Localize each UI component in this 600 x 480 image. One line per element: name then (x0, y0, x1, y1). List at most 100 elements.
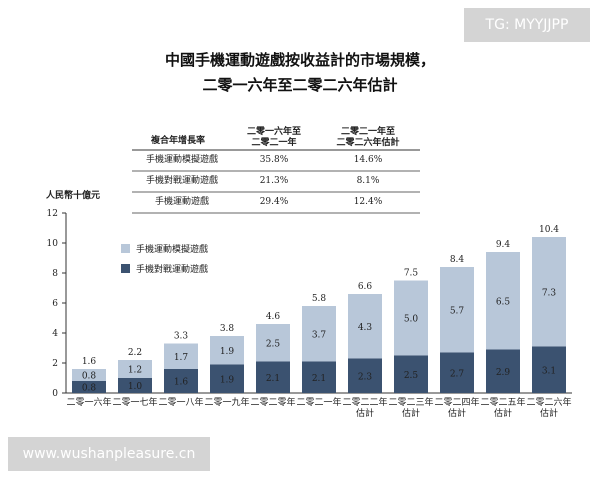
bar-value-label: 5.7 (450, 306, 465, 316)
table-header-col2-line1: 二零二一年至 (341, 125, 395, 137)
bar-total-label: 3.3 (174, 332, 189, 342)
table-row-label: 手機運動遊戲 (155, 195, 209, 207)
bar-segment (164, 343, 198, 369)
y-tick-label: 2 (52, 359, 58, 369)
bar-total-label: 10.4 (539, 225, 559, 235)
x-tick-label: 二零二一年 (296, 396, 341, 408)
x-tick-label: 二零二零年 (250, 396, 295, 408)
bar-segment (256, 361, 290, 393)
bar-total-label: 7.5 (404, 269, 419, 279)
bar-segment (440, 267, 474, 353)
bar-segment (118, 360, 152, 378)
bar-value-label: 1.9 (220, 347, 235, 357)
y-tick-label: 10 (47, 239, 59, 249)
bar-segment (394, 280, 428, 356)
bar-value-label: 1.2 (128, 366, 142, 376)
table-header-label: 複合年增長率 (150, 134, 205, 146)
bar-value-label: 2.9 (496, 368, 511, 378)
bar-segment (348, 294, 382, 359)
bar-value-label: 0.8 (82, 372, 97, 382)
table-row-value-col2: 14.6% (354, 155, 383, 165)
chart-title-line1: 中國手機運動遊戲按收益計的市場規模， (164, 51, 435, 69)
bar-value-label: 2.7 (450, 369, 465, 379)
bar-total-label: 9.4 (496, 240, 511, 250)
bar-segment (72, 369, 106, 381)
table-row-value-col1: 35.8% (260, 155, 289, 165)
bar-segment (302, 306, 336, 362)
bar-segment (164, 369, 198, 393)
y-tick-label: 0 (52, 389, 58, 399)
bar-total-label: 3.8 (220, 324, 235, 334)
watermark-url: www.wushanpleasure.cn (8, 437, 210, 471)
table-row-value-col1: 29.4% (260, 197, 289, 207)
bar-segment (348, 358, 382, 393)
bar-segment (210, 336, 244, 365)
table-row-label: 手機運動模擬遊戲 (146, 153, 218, 165)
bar-segment (486, 349, 520, 393)
table-row-value-col2: 12.4% (354, 197, 383, 207)
x-tick-label: 估計 (448, 407, 466, 419)
legend-label: 手機對戰運動遊戲 (136, 263, 208, 275)
x-tick-label: 二零二六年 (526, 396, 571, 408)
y-tick-label: 4 (52, 329, 58, 339)
bar-total-label: 4.6 (266, 312, 281, 322)
bar-value-label: 1.9 (220, 375, 235, 385)
table-header-col1-line2: 二零二一年 (251, 136, 296, 148)
bar-total-label: 2.2 (128, 348, 142, 358)
chart-title-line2: 二零一六年至二零二六年估計 (202, 76, 398, 94)
legend-swatch (121, 264, 130, 273)
bar-total-label: 1.6 (82, 357, 97, 367)
bar-value-label: 4.3 (358, 323, 373, 333)
table-row-label: 手機對戰運動遊戲 (146, 174, 218, 186)
bar-value-label: 2.5 (266, 339, 281, 349)
watermark-tag: TG: MYYJJPP (464, 8, 590, 42)
bar-value-label: 1.6 (174, 378, 189, 388)
bar-segment (486, 252, 520, 350)
x-tick-label: 估計 (494, 407, 512, 419)
bar-segment (532, 237, 566, 347)
bar-segment (256, 324, 290, 362)
y-axis-label: 人民幣十億元 (45, 189, 100, 201)
bar-value-label: 7.3 (542, 288, 557, 298)
bar-value-label: 3.1 (542, 366, 556, 376)
bar-segment (532, 346, 566, 393)
x-tick-label: 二零一七年 (112, 396, 157, 408)
bar-value-label: 2.1 (266, 374, 280, 384)
y-tick-label: 6 (52, 299, 58, 309)
bar-segment (72, 381, 106, 393)
bar-value-label: 5.0 (404, 315, 419, 325)
table-row-value-col1: 21.3% (260, 176, 289, 186)
y-tick-label: 8 (52, 269, 58, 279)
x-tick-label: 估計 (540, 407, 558, 419)
legend-label: 手機運動模擬遊戲 (136, 243, 208, 255)
table-row-value-col2: 8.1% (357, 176, 380, 186)
bar-segment (210, 364, 244, 393)
bar-segment (118, 378, 152, 393)
legend-swatch (121, 244, 130, 253)
bar-value-label: 2.5 (404, 371, 419, 381)
x-tick-label: 二零二五年 (480, 396, 525, 408)
bar-value-label: 2.1 (312, 374, 326, 384)
x-tick-label: 二零一六年 (66, 396, 111, 408)
bar-total-label: 6.6 (358, 282, 373, 292)
x-tick-label: 估計 (402, 407, 420, 419)
x-tick-label: 二零二四年 (434, 396, 479, 408)
x-tick-label: 二零一八年 (158, 396, 203, 408)
bar-segment (440, 352, 474, 393)
bar-total-label: 8.4 (450, 255, 465, 265)
bar-value-label: 2.3 (358, 372, 373, 382)
table-header-col2-line2: 二零二六年估計 (336, 136, 399, 148)
table-header-col1-line1: 二零一六年至 (247, 125, 301, 137)
bar-segment (302, 361, 336, 393)
x-tick-label: 估計 (356, 407, 374, 419)
bar-value-label: 0.8 (82, 384, 97, 394)
bar-total-label: 5.8 (312, 294, 327, 304)
x-tick-label: 二零一九年 (204, 396, 249, 408)
bar-value-label: 3.7 (312, 330, 327, 340)
bar-value-label: 1.0 (128, 382, 143, 392)
x-tick-label: 二零二二年 (342, 396, 387, 408)
bar-segment (394, 355, 428, 393)
x-tick-label: 二零二三年 (388, 396, 433, 408)
bar-value-label: 1.7 (174, 353, 189, 363)
